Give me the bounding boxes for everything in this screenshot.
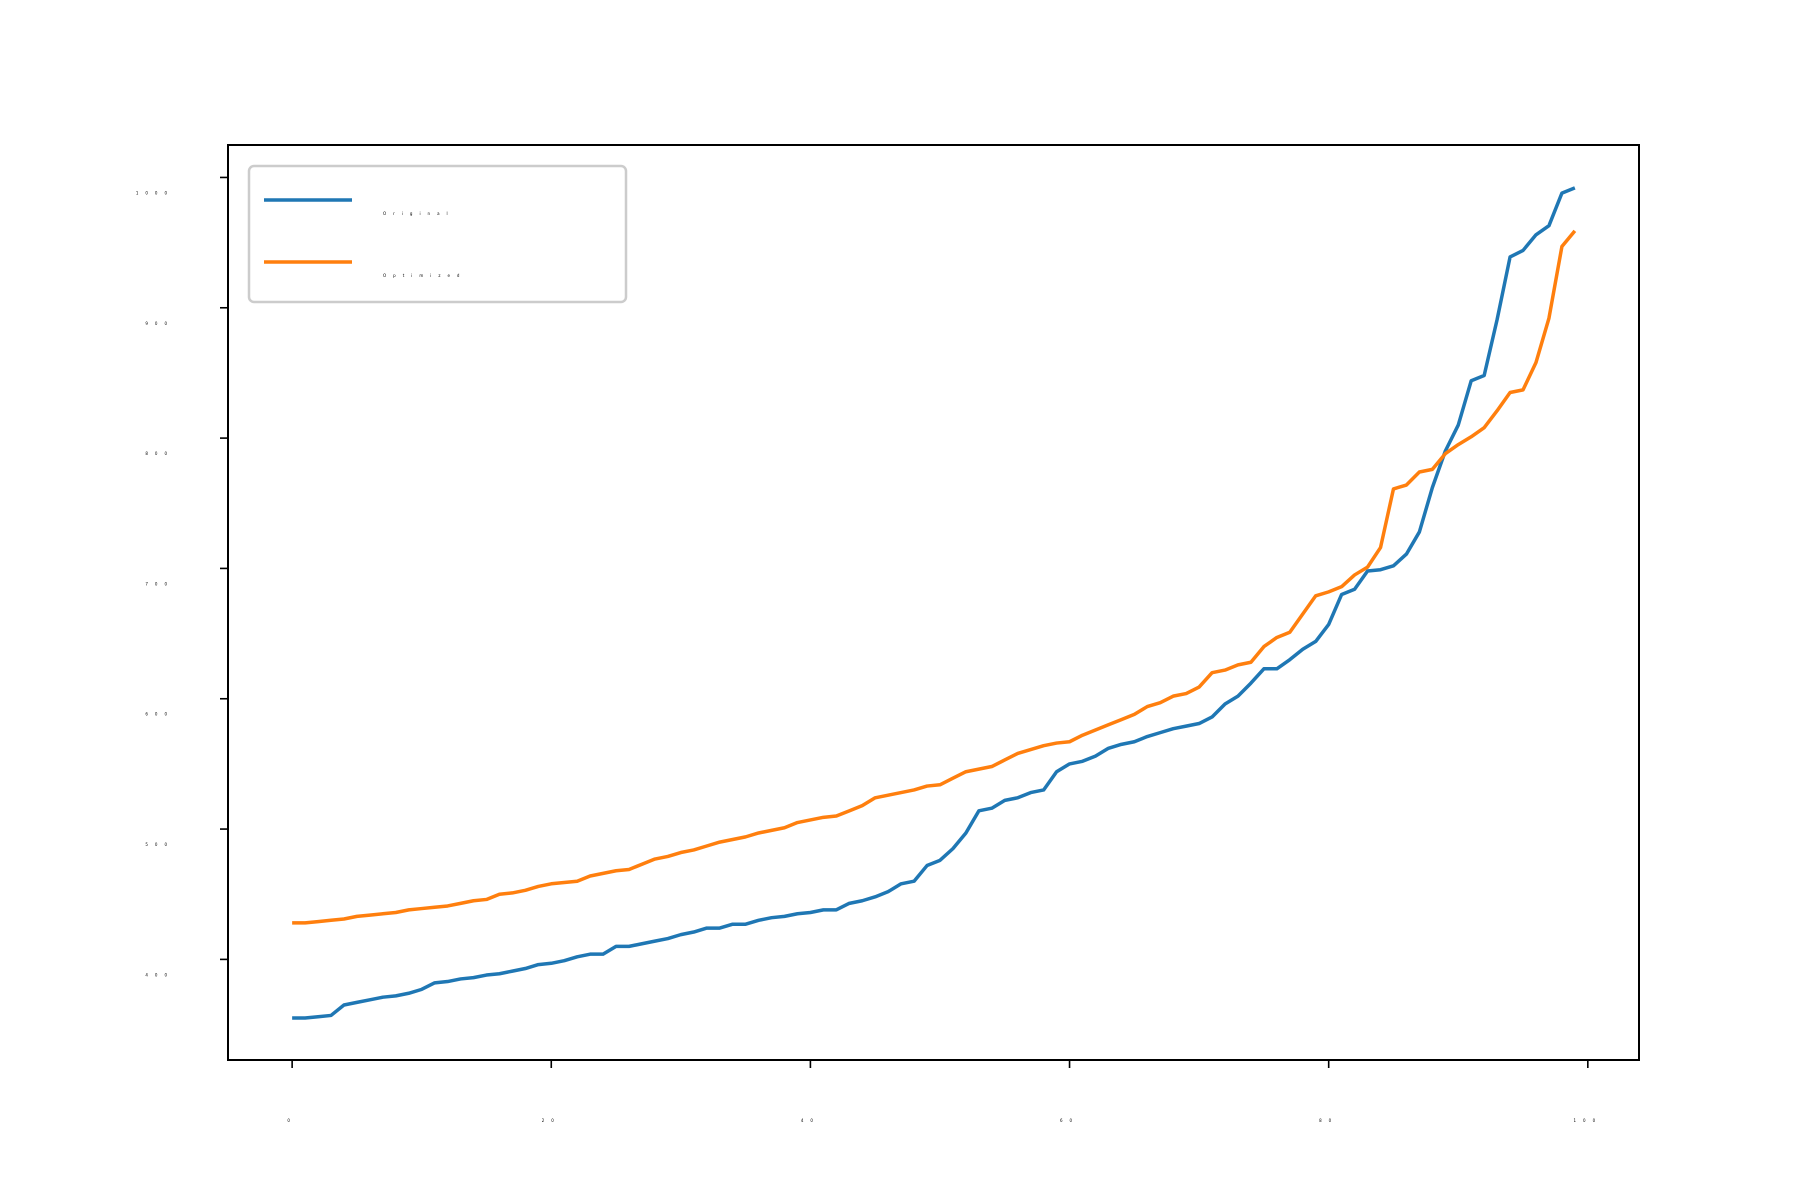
series-line — [292, 186, 1576, 1020]
x-tick-label: 60 — [1060, 1118, 1079, 1123]
y-tick-label: 1000 — [136, 190, 174, 195]
legend-label: Original — [383, 211, 455, 216]
x-tick-label: 20 — [542, 1118, 561, 1123]
legend-label: Optimized — [383, 273, 466, 278]
legend-box — [247, 164, 628, 304]
series-line — [292, 229, 1577, 925]
y-tick-label: 800 — [145, 451, 174, 456]
y-tick-label: 400 — [145, 972, 174, 977]
y-tick-label: 500 — [145, 842, 174, 847]
y-tick-label: 700 — [145, 581, 174, 586]
x-tick-label: 100 — [1574, 1118, 1603, 1123]
y-tick-label: 600 — [145, 712, 174, 717]
x-tick-label: 40 — [801, 1118, 820, 1123]
plot-frame — [227, 144, 1640, 1061]
x-tick-label: 80 — [1319, 1118, 1338, 1123]
x-tick-label: 0 — [287, 1118, 297, 1123]
y-tick-label: 900 — [145, 321, 174, 326]
